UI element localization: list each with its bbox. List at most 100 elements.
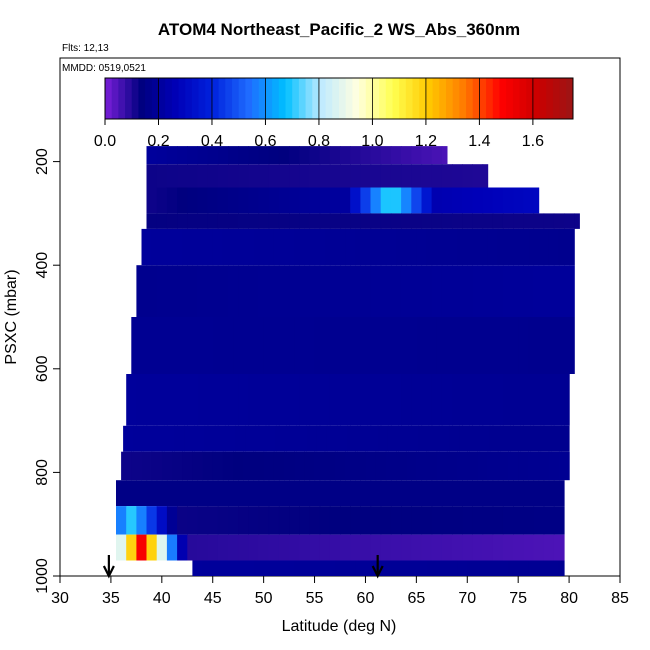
- heat-cell: [329, 534, 341, 561]
- heat-cell: [518, 560, 529, 576]
- heat-cell: [401, 187, 412, 214]
- heat-cell: [350, 187, 361, 214]
- heat-cell: [462, 164, 473, 188]
- colorbar-swatch: [125, 78, 133, 119]
- heat-cell: [482, 187, 494, 214]
- heat-cell: [278, 374, 290, 426]
- heat-cell: [408, 425, 419, 452]
- heat-cell: [553, 374, 565, 426]
- heat-cell: [564, 213, 575, 229]
- heat-cell: [560, 425, 570, 452]
- heat-cell: [523, 265, 535, 317]
- heat-cell: [207, 265, 219, 317]
- heat-cell: [441, 506, 453, 535]
- colorbar-swatch: [372, 78, 380, 119]
- heat-cell: [161, 228, 173, 266]
- heat-cell: [472, 265, 484, 317]
- heat-cell: [258, 480, 270, 507]
- heat-cell: [497, 451, 509, 481]
- heat-cell: [355, 228, 367, 266]
- heat-cell: [357, 425, 369, 452]
- heat-cell: [441, 213, 453, 229]
- heat-cell: [238, 374, 249, 426]
- heat-cell: [436, 560, 448, 576]
- colorbar-swatch: [559, 78, 567, 119]
- heat-cell: [533, 480, 545, 507]
- heat-cell: [284, 560, 295, 576]
- heat-cell: [418, 425, 430, 452]
- heat-cell: [309, 187, 321, 214]
- heat-cell: [482, 506, 494, 535]
- heat-cell: [153, 425, 165, 452]
- heat-cell: [370, 480, 382, 507]
- heat-cell: [136, 534, 148, 561]
- colorbar-swatch: [552, 78, 561, 119]
- heat-cell: [452, 265, 463, 317]
- heat-cell: [187, 506, 199, 535]
- heat-cell: [146, 506, 158, 535]
- heat-cell: [306, 425, 318, 452]
- colorbar-swatch: [111, 78, 119, 119]
- dates-subtitle: MMDD: 0519,0521: [62, 63, 146, 74]
- heat-cell: [284, 451, 295, 481]
- heat-cell: [350, 164, 361, 188]
- colorbar-swatch: [118, 78, 126, 119]
- heat-cell: [319, 164, 331, 188]
- heat-cell: [487, 560, 499, 576]
- heat-cell: [296, 425, 307, 452]
- heat-cell: [278, 187, 290, 214]
- heat-cell: [299, 187, 311, 214]
- heat-cell: [172, 317, 183, 374]
- heat-cell: [558, 451, 570, 481]
- heat-cell: [207, 506, 219, 535]
- heat-cell: [533, 534, 545, 561]
- heat-cell: [533, 213, 545, 229]
- heat-cell: [431, 187, 443, 214]
- heat-cell: [263, 317, 275, 374]
- colorbar-swatch: [145, 78, 153, 119]
- heat-cell: [268, 213, 280, 229]
- heat-cell: [278, 265, 290, 317]
- heat-cell: [467, 228, 479, 266]
- heat-cell: [278, 506, 290, 535]
- colorbar-swatch: [532, 78, 541, 119]
- heat-cell: [123, 425, 134, 452]
- heat-cell: [289, 534, 300, 561]
- heat-cell: [258, 534, 270, 561]
- colorbar-swatch: [252, 78, 260, 119]
- heat-cell: [482, 265, 494, 317]
- heat-cell: [217, 146, 229, 165]
- heat-cell: [411, 506, 423, 535]
- heat-cell: [489, 425, 501, 452]
- colorbar-swatch: [379, 78, 387, 119]
- heat-cell: [548, 451, 560, 481]
- heat-cell: [253, 451, 265, 481]
- heat-cell: [329, 213, 341, 229]
- heat-cell: [309, 374, 321, 426]
- heat-cell: [177, 374, 188, 426]
- heat-cell: [177, 164, 188, 188]
- colorbar-tick-label: 0.4: [201, 133, 223, 150]
- flights-subtitle: Flts: 12,13: [62, 43, 109, 54]
- heat-cell: [360, 146, 372, 165]
- heat-cell: [309, 534, 321, 561]
- colorbar-swatch: [459, 78, 467, 119]
- heat-cell: [248, 213, 260, 229]
- heat-cell: [156, 534, 168, 561]
- heat-cell: [533, 265, 545, 317]
- x-tick-label: 35: [102, 590, 120, 607]
- heat-cell: [268, 534, 280, 561]
- heat-cell: [370, 534, 382, 561]
- heat-cell: [224, 425, 236, 452]
- heat-cell: [289, 164, 300, 188]
- heat-cell: [436, 451, 448, 481]
- heat-cell: [184, 425, 195, 452]
- heat-cell: [530, 425, 542, 452]
- heat-cell: [182, 228, 193, 266]
- heat-cell: [174, 425, 185, 452]
- heat-cell: [289, 480, 300, 507]
- heat-cell: [278, 213, 290, 229]
- heat-cell: [510, 425, 521, 452]
- heat-cell: [197, 534, 209, 561]
- heat-cell: [360, 164, 372, 188]
